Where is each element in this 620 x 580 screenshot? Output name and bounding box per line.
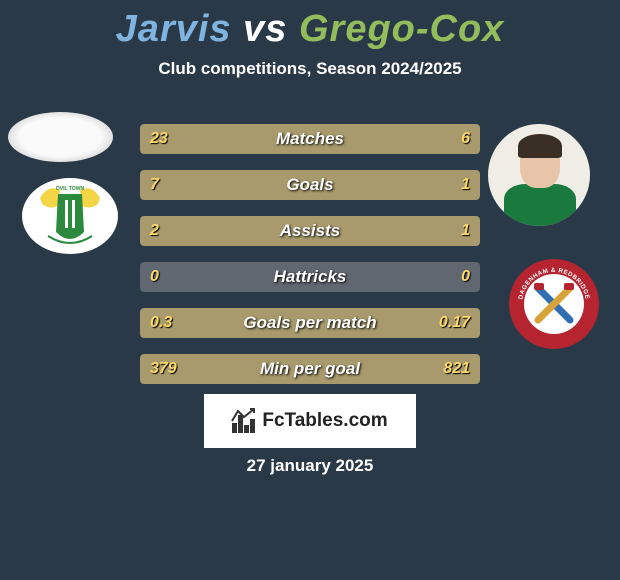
stat-label: Matches (140, 124, 480, 154)
stat-row: 379821Min per goal (140, 354, 480, 384)
stat-label: Goals (140, 170, 480, 200)
player2-club-badge: DAGENHAM & REDBRIDGE • 1992 • (508, 258, 600, 350)
player1-club-badge: OVIL TOWN (18, 176, 122, 256)
player2-avatar (488, 124, 590, 226)
comparison-title: Jarvis vs Grego-Cox (0, 0, 620, 51)
stat-row: 00Hattricks (140, 262, 480, 292)
branding-text: FcTables.com (262, 410, 387, 432)
player1-avatar (8, 112, 113, 162)
subtitle: Club competitions, Season 2024/2025 (0, 59, 620, 79)
stat-label: Goals per match (140, 308, 480, 338)
snapshot-date: 27 january 2025 (0, 456, 620, 476)
title-vs: vs (243, 8, 287, 50)
stat-label: Assists (140, 216, 480, 246)
stats-bars: 236Matches 71Goals 21Assists 00Hattricks 0.3… (140, 124, 480, 400)
branding-badge: FcTables.com (204, 394, 416, 448)
svg-text:OVIL TOWN: OVIL TOWN (56, 186, 85, 192)
title-player2: Grego-Cox (299, 8, 504, 50)
stat-row: 21Assists (140, 216, 480, 246)
stat-row: 236Matches (140, 124, 480, 154)
stat-row: 71Goals (140, 170, 480, 200)
title-player1: Jarvis (116, 8, 232, 50)
stat-label: Hattricks (140, 262, 480, 292)
fctables-logo-icon (232, 409, 256, 433)
stat-row: 0.30.17Goals per match (140, 308, 480, 338)
stat-label: Min per goal (140, 354, 480, 384)
